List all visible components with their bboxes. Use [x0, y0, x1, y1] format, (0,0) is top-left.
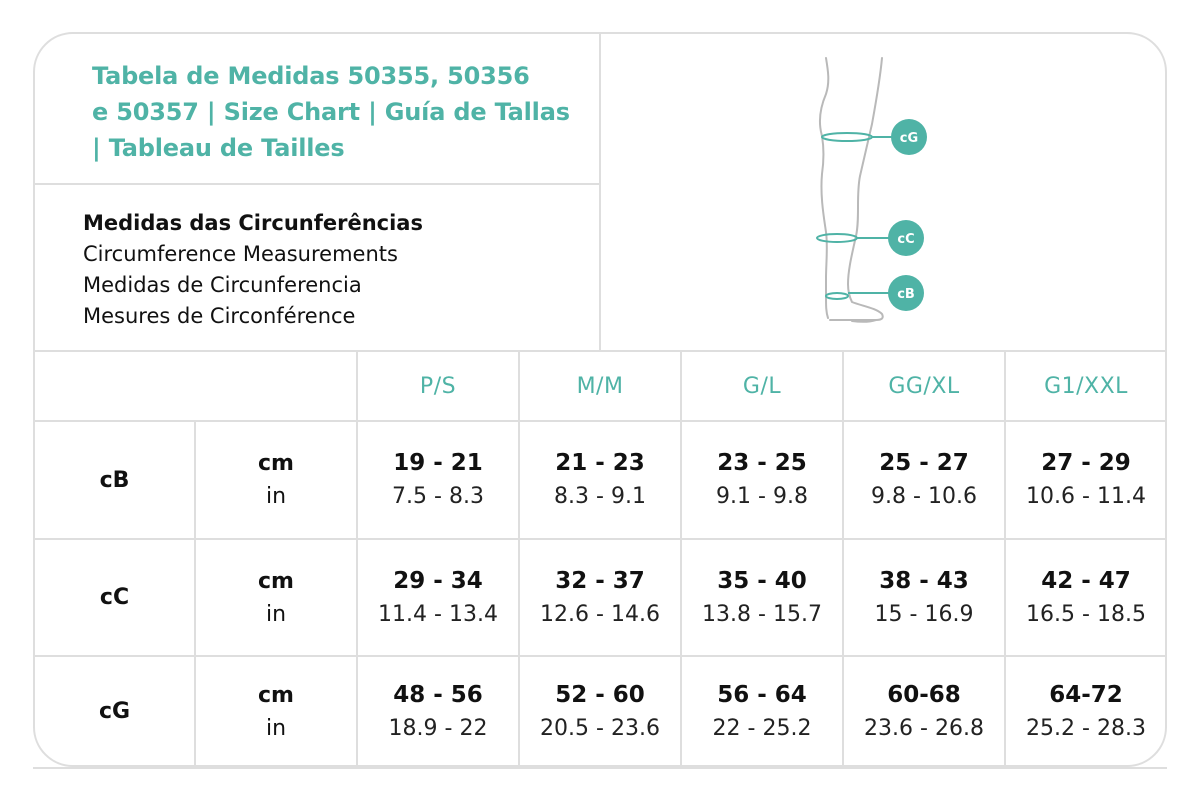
value-cm: 23 - 25: [717, 450, 807, 476]
header-divider-horizontal: [35, 183, 599, 185]
value-cm: 32 - 37: [555, 567, 645, 594]
value-in: 7.5 - 8.3: [392, 484, 484, 509]
value-in: 10.6 - 11.4: [1026, 484, 1146, 509]
value-in: 25.2 - 28.3: [1026, 715, 1146, 741]
col-line-label: [194, 420, 196, 766]
value-cm: 29 - 34: [393, 567, 483, 594]
cell-cb-g1xxl: 27 - 29 10.6 - 11.4: [1005, 422, 1167, 538]
unit-cm: cm: [258, 568, 294, 594]
cell-cc-gl: 35 - 40 13.8 - 15.7: [681, 540, 843, 655]
value-cm: 56 - 64: [717, 681, 807, 708]
cc-ring: [816, 233, 858, 243]
value-cm: 52 - 60: [555, 681, 645, 708]
row-line-2: [35, 538, 1165, 540]
unit-cm: cm: [258, 451, 294, 476]
value-in: 18.9 - 22: [388, 715, 488, 741]
size-header-ps: P/S: [419, 373, 457, 399]
measurements-line-en: Circumference Measurements: [83, 242, 398, 266]
cell-cc-mm: 32 - 37 12.6 - 14.6: [519, 540, 681, 655]
cb-ring: [825, 292, 849, 300]
bottom-rule: [33, 767, 1167, 769]
value-in: 15 - 16.9: [874, 601, 974, 627]
value-cm: 25 - 27: [879, 450, 969, 476]
unit-cell-cg: cm in: [196, 657, 356, 766]
value-cm: 27 - 29: [1041, 450, 1131, 476]
unit-cm: cm: [258, 682, 294, 708]
measurements-heading: Medidas das Circunferências: [83, 211, 423, 235]
page-title: Tabela de Medidas 50355, 50356 e 50357 |…: [92, 58, 592, 166]
cg-marker: cG: [891, 119, 927, 155]
unit-cell-cb: cm in: [196, 422, 356, 538]
row-label-cc: cC: [99, 585, 130, 610]
leg-diagram: cG cC cB: [790, 50, 960, 335]
col-line-unit: [356, 350, 358, 766]
cg-marker-label: cG: [900, 131, 918, 146]
size-header-mm: M/M: [576, 373, 624, 399]
row-line-1: [35, 420, 1165, 422]
cell-cg-ps: 48 - 56 18.9 - 22: [357, 657, 519, 766]
value-cm: 48 - 56: [393, 681, 483, 708]
title-line-3: | Tableau de Tailles: [92, 134, 345, 162]
value-in: 11.4 - 13.4: [378, 601, 498, 627]
row-line-3: [35, 655, 1165, 657]
value-in: 8.3 - 9.1: [554, 484, 646, 509]
size-header-g1xxl: G1/XXL: [1044, 373, 1128, 399]
cc-marker-label: cC: [897, 232, 914, 247]
measurements-line-es: Medidas de Circunferencia: [83, 273, 362, 297]
measurements-block: Medidas das Circunferências Circumferenc…: [83, 208, 423, 332]
title-line-1: Tabela de Medidas 50355, 50356: [92, 62, 530, 90]
size-header-ggxl: GG/XL: [888, 373, 960, 399]
cell-cb-ggxl: 25 - 27 9.8 - 10.6: [843, 422, 1005, 538]
cell-cg-g1xxl: 64-72 25.2 - 28.3: [1005, 657, 1167, 766]
col-line-3: [842, 350, 844, 766]
cell-cc-ggxl: 38 - 43 15 - 16.9: [843, 540, 1005, 655]
size-header-gl: G/L: [742, 373, 782, 399]
value-in: 16.5 - 18.5: [1026, 601, 1146, 627]
cell-cb-gl: 23 - 25 9.1 - 9.8: [681, 422, 843, 538]
cell-cc-g1xxl: 42 - 47 16.5 - 18.5: [1005, 540, 1167, 655]
value-in: 13.8 - 15.7: [702, 601, 822, 627]
value-cm: 21 - 23: [555, 450, 645, 476]
leg-illustration: cG cC cB: [816, 57, 927, 323]
size-chart-card: [33, 32, 1167, 767]
value-in: 12.6 - 14.6: [540, 601, 660, 627]
measurements-line-fr: Mesures de Circonférence: [83, 304, 356, 328]
table-top-line: [35, 350, 1165, 352]
value-in: 23.6 - 26.8: [864, 715, 984, 741]
unit-in: in: [265, 484, 287, 509]
value-cm: 42 - 47: [1041, 567, 1131, 594]
value-in: 9.1 - 9.8: [716, 484, 808, 509]
cb-marker-label: cB: [897, 287, 915, 302]
row-label-cb: cB: [99, 467, 130, 493]
value-in: 9.8 - 10.6: [871, 484, 977, 509]
value-cm: 38 - 43: [879, 567, 969, 594]
cell-cb-ps: 19 - 21 7.5 - 8.3: [357, 422, 519, 538]
cell-cg-gl: 56 - 64 22 - 25.2: [681, 657, 843, 766]
unit-in: in: [265, 715, 287, 741]
cg-ring: [821, 132, 873, 142]
cb-marker: cB: [888, 275, 924, 311]
value-cm: 60-68: [887, 681, 961, 708]
cell-cc-ps: 29 - 34 11.4 - 13.4: [357, 540, 519, 655]
value-cm: 19 - 21: [393, 450, 483, 476]
col-line-4: [1004, 350, 1006, 766]
value-in: 20.5 - 23.6: [540, 715, 660, 741]
row-label-cg: cG: [98, 699, 131, 724]
cell-cg-mm: 52 - 60 20.5 - 23.6: [519, 657, 681, 766]
col-line-1: [518, 350, 520, 766]
unit-cell-cc: cm in: [196, 540, 356, 655]
title-line-2: e 50357 | Size Chart | Guía de Tallas: [92, 98, 570, 126]
cell-cg-ggxl: 60-68 23.6 - 26.8: [843, 657, 1005, 766]
cc-marker: cC: [888, 220, 924, 256]
value-cm: 35 - 40: [717, 567, 807, 594]
value-in: 22 - 25.2: [712, 715, 812, 741]
value-cm: 64-72: [1049, 681, 1123, 708]
header-divider-vertical: [599, 34, 601, 352]
cell-cb-mm: 21 - 23 8.3 - 9.1: [519, 422, 681, 538]
col-line-2: [680, 350, 682, 766]
unit-in: in: [265, 601, 287, 627]
